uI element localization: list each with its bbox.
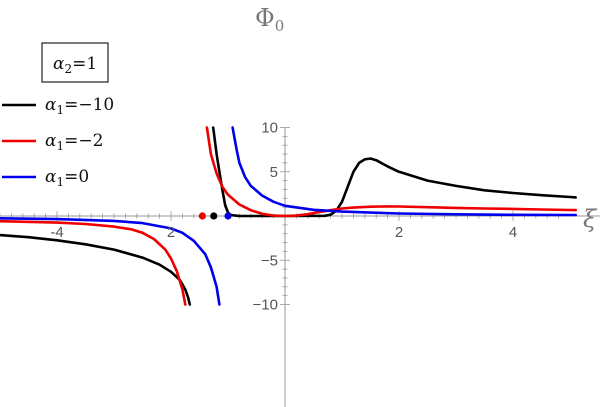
series-line-0-branch-0 (0, 233, 192, 306)
y-tick-label: 5 (270, 164, 278, 181)
legend-label-0: α1=−10 (45, 95, 114, 117)
series-line-1-branch-0 (0, 219, 187, 306)
curves (0, 126, 577, 306)
y-tick-label: 10 (261, 120, 278, 137)
y-tick-label: −10 (253, 297, 278, 314)
marked-point-1 (210, 212, 218, 220)
x-tick-label: 2 (395, 224, 403, 241)
parameter-box: α2=1 (41, 42, 109, 83)
marked-points (198, 212, 232, 220)
legend-label-2: α1=0 (45, 167, 89, 189)
marked-point-0 (198, 212, 206, 220)
x-axis-label: ξ (583, 205, 598, 233)
parameter-box-text: α2=1 (53, 54, 97, 76)
legend-label-1: α1=−2 (45, 131, 103, 153)
x-tick-label: 2 (167, 224, 175, 241)
series-line-2-branch-0 (0, 216, 221, 306)
legend: α1=−10 α1=−2 α1=0 (2, 95, 114, 189)
series-line-2-branch-1 (231, 126, 577, 217)
x-tick-label: -4 (50, 224, 63, 241)
y-axis-label: Φ0 (255, 4, 284, 35)
series-line-0-branch-1 (211, 126, 577, 218)
tick-labels: -4 2 2 4 −10 −5 5 10 (50, 120, 517, 314)
y-tick-label: −5 (261, 252, 278, 269)
x-tick-label: 4 (509, 224, 517, 241)
parameter-box-frame (41, 42, 109, 83)
series-line-1-branch-1 (205, 126, 577, 218)
marked-point-2 (224, 212, 232, 220)
axes (0, 127, 600, 407)
